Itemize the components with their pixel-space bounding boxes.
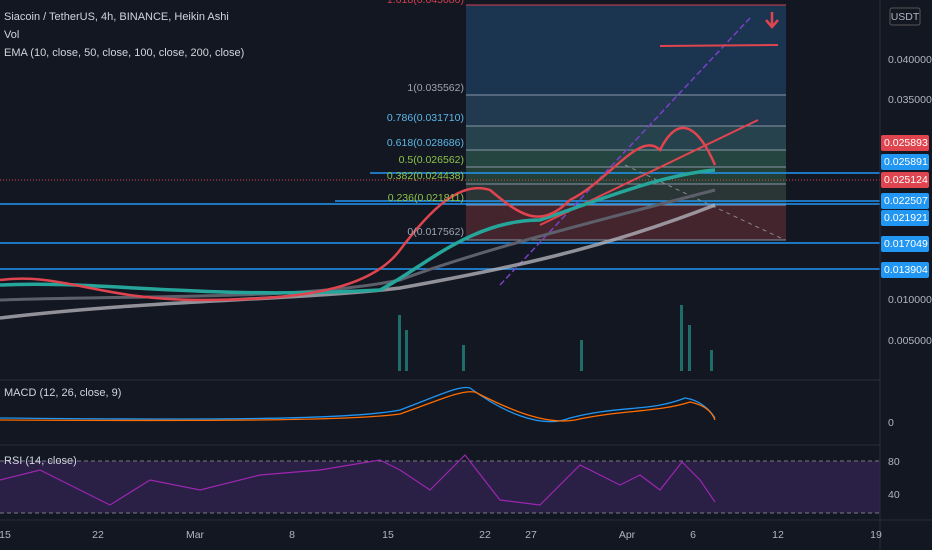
currency-badge[interactable] [889, 7, 921, 26]
ema-title: EMA (10, close, 50, close, 100, close, 2… [4, 47, 244, 59]
time-label: 12 [772, 529, 784, 541]
target-line [659, 44, 779, 47]
trend-dash [624, 164, 786, 241]
channel-line [499, 17, 751, 286]
fib-label: 1(0.035562) [407, 82, 464, 94]
price-tag-label: 0.021921 [884, 212, 928, 224]
price-label: 0.010000 [888, 294, 932, 306]
price-label: 0.035000 [888, 94, 932, 106]
symbol-title: Siacoin / TetherUS, 4h, BINANCE, Heikin … [4, 11, 229, 23]
rsi-title: RSI (14, close) [4, 455, 77, 467]
fib-label: 0.382(0.024438) [387, 170, 464, 182]
macd-axis-label: 0 [888, 417, 894, 429]
price-tag [881, 193, 929, 209]
fib-label: 0.786(0.031710) [387, 112, 464, 124]
macd-title: MACD (12, 26, close, 9) [4, 387, 121, 399]
price-label: 0.040000 [888, 54, 932, 66]
time-label: 19 [870, 529, 882, 541]
price-tag [881, 236, 929, 252]
macd-lines [0, 386, 716, 423]
price-tag-label: 0.025893 [884, 137, 928, 149]
rsi-axis-label: 80 [888, 456, 900, 468]
ema-lines [0, 126, 717, 320]
fib-label: 0(0.017562) [407, 226, 464, 238]
fib-label: 0.618(0.028686) [387, 137, 464, 149]
down-arrow [765, 12, 779, 29]
price-tag-label: 0.025891 [884, 156, 928, 168]
fib-label: 0.5(0.026562) [399, 154, 464, 166]
time-label: 22 [92, 529, 104, 541]
rsi-band [0, 461, 880, 513]
time-label: Apr [619, 529, 636, 541]
price-tag-label: 0.022507 [884, 195, 928, 207]
time-label: 22 [479, 529, 491, 541]
currency: USDT [891, 11, 920, 23]
price-tag [881, 135, 929, 151]
time-label: 6 [690, 529, 696, 541]
price-tag-label: 0.013904 [884, 264, 928, 276]
rsi-line [0, 454, 716, 506]
time-label: 15 [0, 529, 11, 541]
price-tag-label: 0.017049 [884, 238, 928, 250]
price-label: 0.005000 [888, 335, 932, 347]
volume-title: Vol [4, 29, 19, 41]
volume-bars [398, 305, 713, 371]
time-label: 15 [382, 529, 394, 541]
fib-label: 1.618(0.045080) [387, 0, 464, 6]
rsi-axis-label: 40 [888, 489, 900, 501]
time-label: 27 [525, 529, 537, 541]
price-tag [881, 262, 929, 278]
price-tag [881, 210, 929, 226]
time-label: Mar [186, 529, 205, 541]
price-tag [881, 154, 929, 170]
price-tag-label: 0.025124 [884, 174, 928, 186]
price-tag [881, 172, 929, 188]
time-label: 8 [289, 529, 295, 541]
fib-label: 0.236(0.021811) [388, 192, 464, 204]
